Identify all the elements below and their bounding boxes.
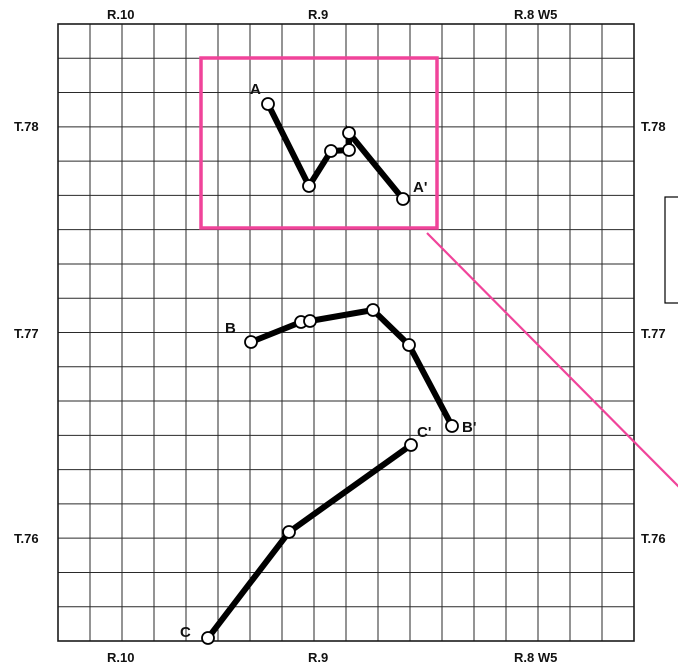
- station: [303, 314, 317, 328]
- profile-b-start-label: B: [225, 320, 236, 337]
- highlight-box: [199, 56, 439, 230]
- range-label-bottom-r9: R.9: [308, 650, 328, 665]
- inset-box: [664, 196, 678, 304]
- station: [366, 303, 380, 317]
- station: [244, 335, 258, 349]
- township-label-left-t77: T.77: [14, 326, 39, 341]
- profile-a-stations: [261, 97, 410, 206]
- township-label-right-t77: T.77: [641, 326, 666, 341]
- township-label-right-t76: T.76: [641, 531, 666, 546]
- station: [396, 192, 410, 206]
- range-label-top-r8: R.8 W5: [514, 7, 557, 22]
- station: [402, 338, 416, 352]
- grid-lines: [58, 24, 634, 641]
- township-label-right-t78: T.78: [641, 119, 666, 134]
- township-label-left-t78: T.78: [14, 119, 39, 134]
- station: [342, 143, 356, 157]
- station: [324, 144, 338, 158]
- township-label-left-t76: T.76: [14, 531, 39, 546]
- profile-c-line: [205, 442, 414, 641]
- highlight-leader-line: [426, 232, 678, 488]
- range-label-top-r10: R.10: [107, 7, 134, 22]
- map-frame: [57, 23, 635, 642]
- station: [445, 419, 459, 433]
- station: [201, 631, 215, 645]
- profile-b-line: [248, 306, 455, 429]
- station: [404, 438, 418, 452]
- range-label-bottom-r8: R.8 W5: [514, 650, 557, 665]
- profile-a-line: [265, 101, 406, 202]
- station: [302, 179, 316, 193]
- profile-a-start-label: A: [250, 81, 261, 98]
- profile-c-start-label: C: [180, 624, 191, 641]
- range-label-top-r9: R.9: [308, 7, 328, 22]
- profile-b-end-label: B': [462, 419, 476, 436]
- range-label-bottom-r10: R.10: [107, 650, 134, 665]
- station: [342, 126, 356, 140]
- profile-b-stations: [244, 303, 459, 433]
- station: [282, 525, 296, 539]
- profile-c-stations: [201, 438, 418, 645]
- profile-c-end-label: C': [417, 424, 431, 441]
- profile-a-end-label: A': [413, 179, 427, 196]
- station: [261, 97, 275, 111]
